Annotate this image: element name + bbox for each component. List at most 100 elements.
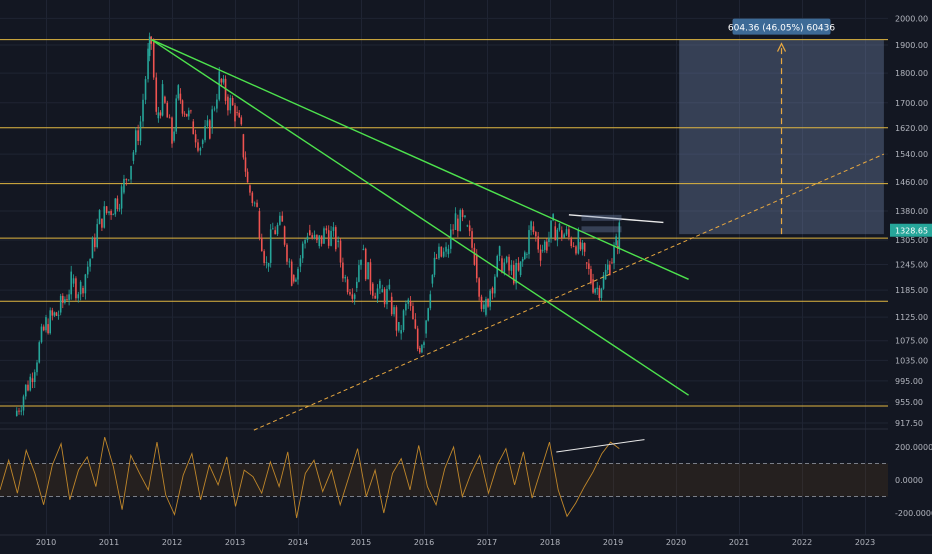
candle <box>98 209 101 225</box>
candle-body <box>15 410 18 416</box>
candle-body <box>590 268 592 284</box>
candle-body <box>290 261 293 286</box>
candle-body <box>360 259 362 266</box>
candle <box>188 107 190 120</box>
candle-body <box>286 244 288 262</box>
candle <box>554 221 557 241</box>
candle-body <box>390 296 393 315</box>
candle <box>152 38 155 80</box>
candle-body <box>473 247 476 265</box>
candle-body <box>376 288 379 299</box>
candle-body <box>496 255 499 277</box>
time-tick-label: 2013 <box>225 538 245 547</box>
candle-body <box>236 112 238 113</box>
candle-body <box>20 410 23 412</box>
candle-body <box>152 42 155 78</box>
candle-body <box>440 246 443 257</box>
price-tick-label: 1900.00 <box>895 41 928 50</box>
candle <box>602 272 605 290</box>
candle <box>311 232 313 240</box>
candle <box>161 80 164 117</box>
candle <box>575 245 577 256</box>
candle <box>611 258 613 264</box>
candle-body <box>423 342 425 346</box>
candle-body <box>157 112 160 119</box>
candle <box>561 226 563 242</box>
candle <box>344 274 347 283</box>
candle <box>609 260 611 276</box>
candle <box>590 265 592 285</box>
candle-body <box>295 279 297 282</box>
candle-body <box>29 376 32 391</box>
candle-body <box>101 218 103 228</box>
candle-body <box>166 102 169 118</box>
candle-body <box>222 78 225 83</box>
candle <box>517 257 520 272</box>
candle <box>539 244 542 267</box>
candle <box>265 256 268 269</box>
candle <box>51 307 54 321</box>
candle <box>166 100 169 118</box>
candle <box>552 213 554 222</box>
candle <box>185 113 188 117</box>
candle <box>510 260 513 276</box>
candle <box>157 106 160 123</box>
osc-tick-label: -200.0000 <box>895 509 932 518</box>
candle <box>211 105 213 134</box>
candle <box>279 212 281 226</box>
candle-body <box>594 288 596 293</box>
price-axis-bg <box>888 0 932 550</box>
candle <box>496 254 499 278</box>
candle-body <box>118 208 121 210</box>
time-tick-label: 2010 <box>36 538 56 547</box>
candle-body <box>483 304 485 309</box>
candle-body <box>335 227 337 250</box>
candle <box>301 241 304 263</box>
price-tick-label: 1380.00 <box>895 207 928 216</box>
candle-body <box>227 96 229 111</box>
candle <box>112 213 114 216</box>
candle-body <box>374 295 376 299</box>
candle <box>360 259 362 270</box>
candle-body <box>425 320 427 334</box>
candle-body <box>181 100 184 114</box>
candle <box>70 265 72 300</box>
candle <box>480 294 483 312</box>
candle-body <box>132 152 135 161</box>
candle-body <box>572 246 575 247</box>
candle <box>144 76 147 105</box>
candle-body <box>606 264 609 270</box>
candle <box>155 72 158 115</box>
candle-body <box>577 230 580 254</box>
candle <box>505 255 508 264</box>
candle <box>206 115 209 129</box>
candle-body <box>279 215 281 225</box>
candle <box>356 277 358 292</box>
candle <box>407 297 410 309</box>
candle-body <box>609 264 611 275</box>
candle-body <box>537 236 539 250</box>
candle <box>577 227 580 255</box>
candle-body <box>393 307 395 315</box>
candle-body <box>134 130 137 153</box>
candle-body <box>438 246 440 259</box>
candle-body <box>532 226 535 233</box>
candle-body <box>570 238 573 247</box>
candle-body <box>558 223 561 230</box>
candle <box>105 205 108 215</box>
candle-body <box>478 278 480 297</box>
candle <box>72 274 75 288</box>
candle <box>390 292 393 317</box>
candle <box>427 307 429 322</box>
candle-body <box>281 215 284 222</box>
candle <box>57 310 60 320</box>
candle <box>440 246 443 258</box>
candle-body <box>416 328 419 349</box>
candle <box>127 179 130 182</box>
candle-body <box>548 237 550 243</box>
candle-body <box>600 288 603 299</box>
candle-body <box>260 237 263 252</box>
grid <box>0 0 888 535</box>
candle-body <box>442 251 445 257</box>
candle-body <box>351 294 354 299</box>
